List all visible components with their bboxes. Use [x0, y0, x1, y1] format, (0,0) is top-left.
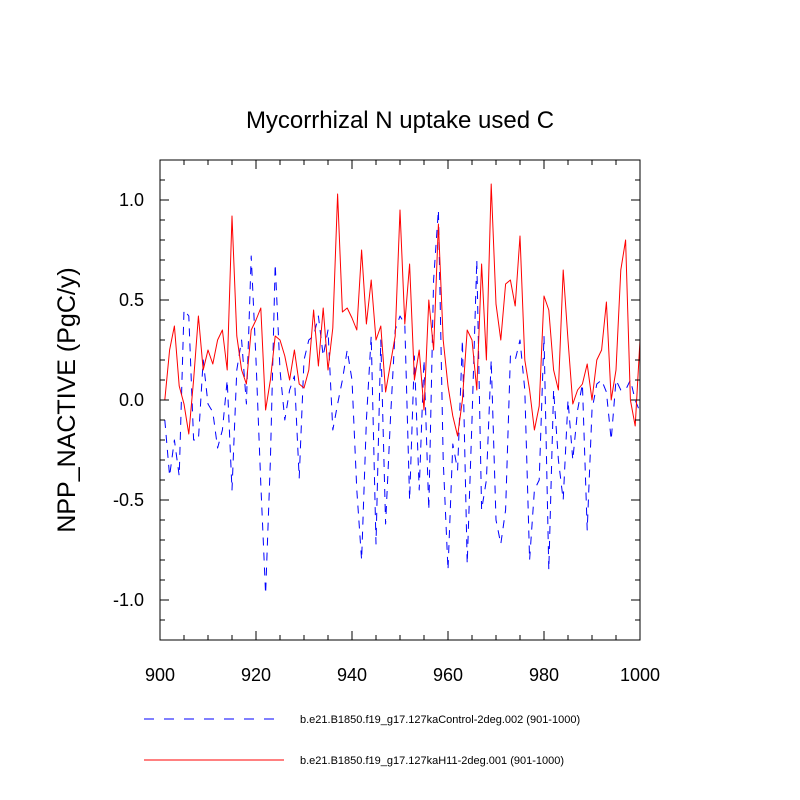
series-line-1: [164, 183, 641, 437]
x-tick-label: 900: [145, 665, 175, 685]
legend-label-h11: b.e21.B1850.f19_g17.127kaH11-2deg.001 (9…: [300, 755, 564, 767]
y-tick-label: 0.0: [119, 390, 144, 410]
axis-layer: 900 920 940 960 980 1000 -1.0 -0.5 0.0 0.5 1.0: [113, 160, 660, 685]
y-tick-label: 0.5: [119, 290, 144, 310]
series-layer: [164, 183, 641, 595]
x-tick-label: 920: [241, 665, 271, 685]
legend-label-control: b.e21.B1850.f19_g17.127kaControl-2deg.00…: [300, 714, 580, 726]
y-tick-label: -0.5: [113, 490, 144, 510]
chart-title: Mycorrhizal N uptake used C: [246, 107, 554, 134]
y-tick-label: -1.0: [113, 590, 144, 610]
x-tick-label: 980: [529, 665, 559, 685]
y-axis-label: NPP_NACTIVE (PgC/y): [53, 267, 81, 532]
x-tick-label: 960: [433, 665, 463, 685]
x-tick-label: 1000: [620, 665, 660, 685]
legend: b.e21.B1850.f19_g17.127kaControl-2deg.00…: [144, 714, 580, 767]
y-tick-label: 1.0: [119, 190, 144, 210]
series-line-0: [164, 209, 641, 595]
x-tick-label: 940: [337, 665, 367, 685]
